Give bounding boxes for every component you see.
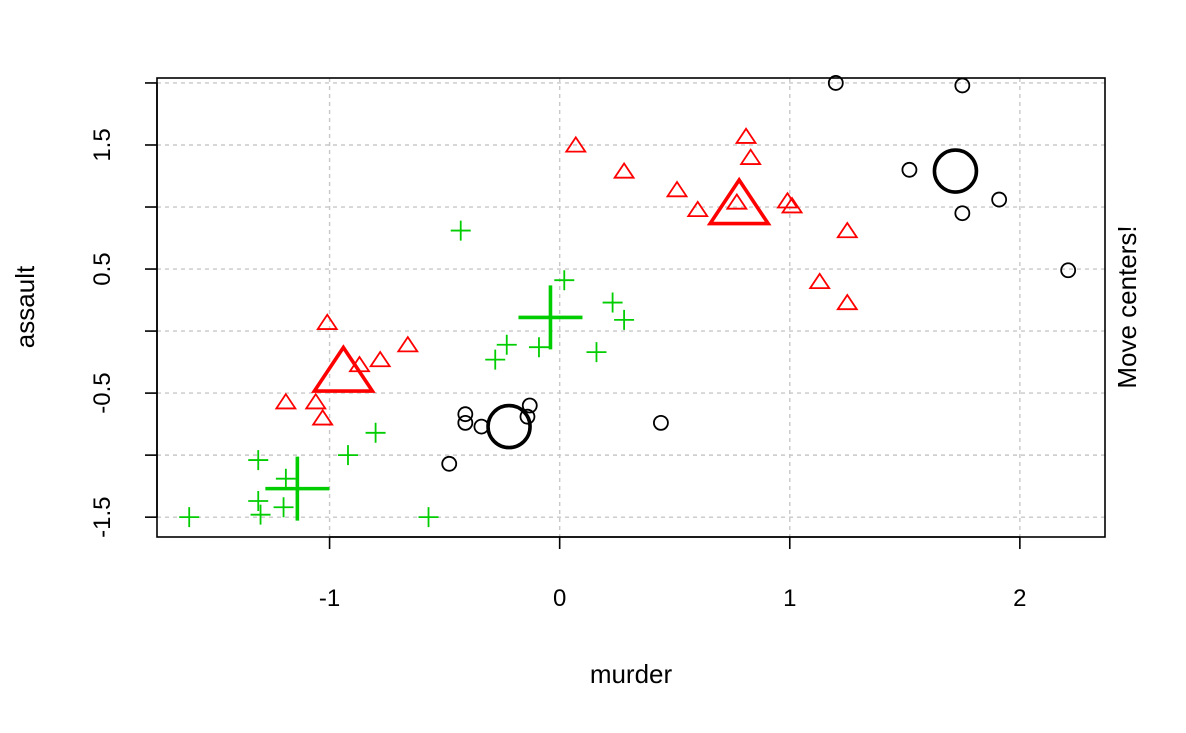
side-label: Move centers! <box>1112 225 1142 388</box>
circle-center <box>932 148 979 194</box>
plus-point <box>248 450 269 471</box>
circle-point <box>457 406 474 423</box>
plus-center <box>518 285 583 350</box>
triangle-point <box>739 148 762 165</box>
y-axis: -1.5 -0.5 0.5 1.5 <box>89 82 158 538</box>
plus-point <box>496 334 517 355</box>
plus-point <box>275 468 296 489</box>
circle-point <box>901 161 918 178</box>
triangle-point <box>665 180 689 198</box>
triangle-point <box>396 335 419 353</box>
triangle-point <box>612 161 636 179</box>
circle-point <box>653 414 669 431</box>
cluster-centers <box>265 148 979 521</box>
triangle-point <box>808 272 831 290</box>
x-tick-label: 1 <box>783 585 796 612</box>
circle-point <box>954 77 971 94</box>
circle-point <box>954 205 971 222</box>
plus-point <box>554 270 575 291</box>
plus-point <box>273 497 294 518</box>
triangle-point <box>686 200 709 218</box>
circle-point <box>441 455 458 472</box>
plus-point <box>614 309 635 330</box>
x-axis: -1 0 1 2 <box>319 536 1027 612</box>
plus-center <box>265 456 330 521</box>
x-tick-label: -1 <box>319 585 340 612</box>
triangle-center <box>706 176 772 226</box>
plus-point <box>248 491 269 512</box>
triangle-point <box>776 191 799 209</box>
triangle-point <box>836 293 859 311</box>
circle-point <box>827 75 844 91</box>
circle-point <box>991 191 1008 208</box>
plus-point <box>365 422 386 443</box>
y-tick-label: -0.5 <box>89 372 116 413</box>
plus-point <box>418 507 439 528</box>
triangle-point <box>311 408 334 426</box>
gridlines <box>157 78 1105 537</box>
plot-frame <box>156 77 1106 538</box>
plus-point <box>586 342 607 363</box>
triangle-point <box>304 392 327 410</box>
circle-point <box>521 397 538 414</box>
y-tick-label: -1.5 <box>89 496 116 537</box>
plus-point <box>250 504 271 525</box>
circle-point <box>457 414 474 431</box>
triangle-point <box>725 192 749 210</box>
triangle-center <box>311 344 376 393</box>
y-axis-label: assault <box>10 265 40 348</box>
circle-point <box>519 408 536 425</box>
plus-point <box>450 220 471 241</box>
triangle-point <box>316 313 339 330</box>
x-tick-label: 2 <box>1013 585 1026 612</box>
x-axis-label: murder <box>590 659 673 689</box>
plus-point <box>485 349 506 370</box>
data-points <box>179 75 1077 528</box>
plus-point <box>179 507 200 528</box>
y-tick-label: 0.5 <box>89 252 116 285</box>
circle-center <box>486 403 532 450</box>
triangle-point <box>564 135 587 153</box>
plus-point <box>337 445 358 466</box>
plus-point <box>528 337 549 358</box>
x-tick-label: 0 <box>553 585 566 612</box>
circle-point <box>1060 262 1077 279</box>
triangle-point <box>369 350 392 368</box>
triangle-point <box>274 392 298 410</box>
y-tick-label: 1.5 <box>89 128 116 161</box>
triangle-point <box>734 127 758 144</box>
plus-point <box>602 292 623 313</box>
triangle-point <box>836 221 859 239</box>
triangle-point <box>780 196 804 214</box>
